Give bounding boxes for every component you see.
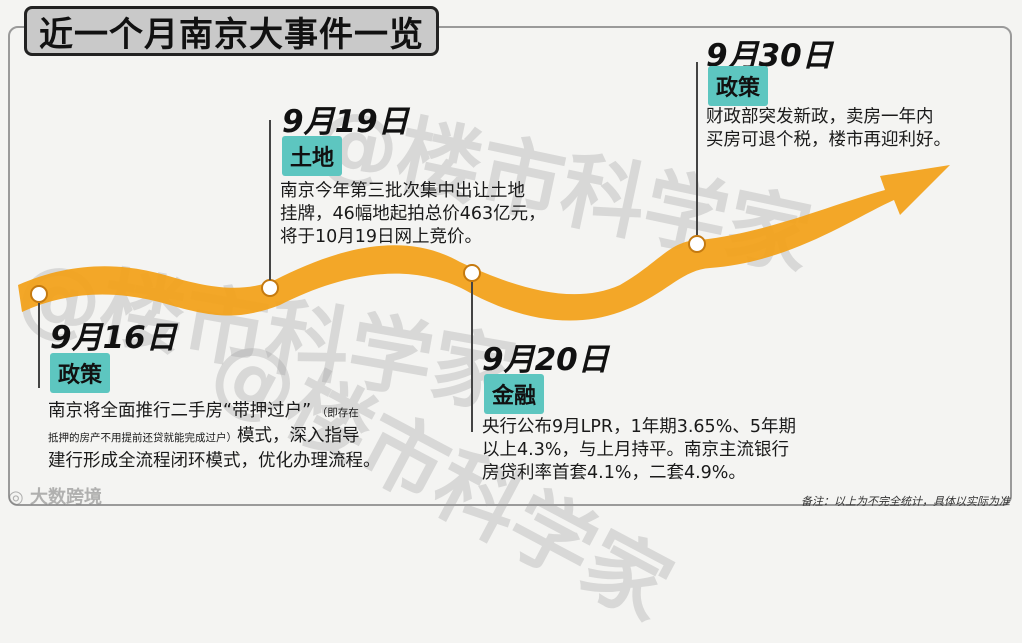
brand-icon: ◎ — [8, 487, 24, 508]
connector-3 — [471, 282, 473, 432]
event-desc-1-note-b: 抵押的房产不用提前还贷就能完成过户） — [48, 432, 237, 444]
event-desc-3: 央行公布9月LPR，1年期3.65%、5年期 以上4.3%，与上月持平。南京主流… — [482, 416, 796, 485]
event-desc-4: 财政部突发新政，卖房一年内 买房可退个税，楼市再迎利好。 — [706, 106, 951, 152]
page-title: 近一个月南京大事件一览 — [39, 14, 424, 55]
outer-frame — [8, 26, 1012, 506]
connector-4 — [696, 62, 698, 235]
event-desc-4-line-1: 财政部突发新政，卖房一年内 — [706, 107, 934, 127]
timeline-dot-1 — [30, 285, 48, 303]
brand-label: 大数跨境 — [30, 487, 102, 508]
event-desc-4-line-2: 买房可退个税，楼市再迎利好。 — [706, 130, 951, 150]
timeline-dot-3 — [463, 264, 481, 282]
timeline-dot-4 — [688, 235, 706, 253]
event-date-1: 9月16日 — [50, 320, 177, 356]
event-desc-1-main: 南京将全面推行二手房“带押过户” — [48, 401, 312, 421]
event-desc-2-line-2: 挂牌，46幅地起拍总价463亿元， — [280, 204, 546, 224]
brand-watermark: ◎ 大数跨境 — [8, 483, 102, 509]
event-desc-3-line-3: 房贷利率首套4.1%，二套4.9%。 — [482, 463, 746, 483]
connector-2 — [269, 120, 271, 280]
event-date-2: 9月19日 — [282, 104, 409, 140]
timeline-ribbon — [18, 165, 950, 321]
event-desc-1: 南京将全面推行二手房“带押过户” （即存在 抵押的房产不用提前还贷就能完成过户）… — [48, 400, 381, 473]
event-desc-1-line-1: 南京将全面推行二手房“带押过户” （即存在 — [48, 400, 381, 425]
event-tag-1: 政策 — [50, 353, 111, 393]
connector-1 — [38, 303, 40, 388]
event-date-3: 9月20日 — [482, 342, 609, 378]
event-desc-2-line-1: 南京今年第三批次集中出让土地 — [280, 181, 525, 201]
title-banner: 近一个月南京大事件一览 — [24, 6, 439, 56]
event-desc-3-line-1: 央行公布9月LPR，1年期3.65%、5年期 — [482, 417, 796, 437]
ribbon-body — [18, 165, 950, 321]
event-desc-3-line-2: 以上4.3%，与上月持平。南京主流银行 — [482, 440, 789, 460]
footnote: 备注：以上为不完全统计，具体以实际为准 — [801, 495, 1010, 508]
timeline-dot-2 — [261, 279, 279, 297]
event-desc-1-main-2: 模式，深入指导 — [237, 426, 360, 446]
event-desc-1-line-3: 建行形成全流程闭环模式，优化办理流程。 — [48, 451, 381, 471]
event-desc-1-note-a: （即存在 — [316, 407, 359, 419]
event-tag-2: 土地 — [282, 136, 343, 176]
event-desc-2-line-3: 将于10月19日网上竞价。 — [280, 227, 483, 247]
event-desc-2: 南京今年第三批次集中出让土地 挂牌，46幅地起拍总价463亿元， 将于10月19… — [280, 180, 546, 249]
event-desc-1-line-2: 抵押的房产不用提前还贷就能完成过户）模式，深入指导 — [48, 425, 381, 450]
event-tag-4: 政策 — [708, 66, 769, 106]
event-tag-3: 金融 — [484, 374, 545, 414]
